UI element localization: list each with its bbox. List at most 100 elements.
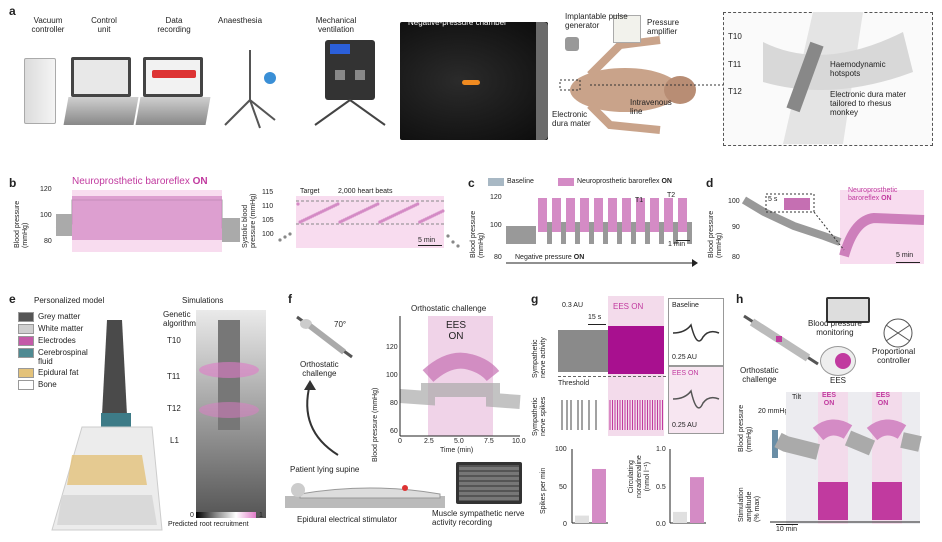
e-legend-item: Grey matter xyxy=(18,312,88,322)
spine-illustration xyxy=(763,12,913,144)
f-ylabel: Blood pressure (mmHg) xyxy=(372,387,379,462)
e-model-title: Personalized model xyxy=(34,296,105,305)
h-xscale-label: 10 min xyxy=(776,526,798,533)
h-controller-diagram xyxy=(883,318,913,348)
g-threshold-line xyxy=(558,376,666,377)
c-nb-label: Neuroprosthetic baroreflex ON xyxy=(577,178,672,185)
c-off-segment xyxy=(561,222,566,244)
edm-label: Electronic dura mater tailored to rhesus… xyxy=(830,90,907,117)
e-legend-label: Grey matter xyxy=(38,312,81,321)
control-label: Control unit xyxy=(91,16,117,34)
g-au-label: 0.3 AU xyxy=(562,302,584,309)
h-ylabel2: Stimulation amplitude (% max) xyxy=(738,487,761,522)
g-ylabel2: Sympathetic nerve spikes xyxy=(532,396,547,436)
c-on-segment xyxy=(622,198,631,232)
e-legend-item: Bone xyxy=(18,380,88,390)
b-ylabel2: Systolic blood pressure (mmHg) xyxy=(242,193,257,248)
d-ytick-90: 90 xyxy=(732,224,740,231)
panel-e-letter: e xyxy=(9,292,16,306)
b-ytick2-110: 110 xyxy=(262,203,274,210)
c-t1-label: T1 xyxy=(635,197,644,204)
e-level-t12: T12 xyxy=(167,404,181,413)
d-ytick-100: 100 xyxy=(728,198,740,205)
g-s-label: 15 s xyxy=(588,314,602,321)
zoom-connector xyxy=(590,84,724,86)
g-au2-label: 0.25 AU xyxy=(672,354,697,361)
e-legend-item: Electrodes xyxy=(18,336,88,346)
f-bp-trace xyxy=(399,316,521,437)
panel-b-letter: b xyxy=(9,176,17,190)
e-cbar-label: Predicted root recruitment xyxy=(168,521,249,528)
bar xyxy=(673,511,687,523)
d-label: Neuroprosthetic baroreflex ON xyxy=(848,187,898,202)
d-ylabel: Blood pressure (mmHg) xyxy=(708,210,723,258)
h-xscale-bar xyxy=(776,524,798,525)
chamber-label: Negative-pressure chamber xyxy=(408,18,507,27)
e-legend: Grey matter White matter Electrodes Cerebro… xyxy=(18,312,88,392)
h-scale-label: 20 mmHg xyxy=(758,408,789,415)
f-supine-patient xyxy=(285,483,445,508)
g-baseline-activity xyxy=(558,330,608,372)
c-ylabel: Blood pressure (mmHg) xyxy=(470,210,485,258)
hotspots-label: Haemodynamic hotspots xyxy=(830,60,886,78)
b-title: Neuroprosthetic baroreflex ON xyxy=(72,176,208,187)
b-scatter-point xyxy=(416,202,420,206)
b-ylabel: Blood pressure (mmHg) xyxy=(14,200,29,248)
panel-d-letter: d xyxy=(706,176,714,190)
e-legend-swatch xyxy=(18,368,34,378)
c-off-segment xyxy=(673,222,678,244)
e-cbar-min: 0 xyxy=(190,512,194,519)
g-spikes-tick-100: 100 xyxy=(555,446,567,453)
b-bp-trace xyxy=(55,196,241,242)
g-spike-raster xyxy=(561,400,663,430)
c-on-segment xyxy=(552,198,561,232)
f-ees-label: EES ON xyxy=(446,320,467,342)
panel-c-letter: c xyxy=(468,176,475,190)
c-neg-arrow xyxy=(506,259,698,267)
g-spikes-tick-50: 50 xyxy=(559,484,567,491)
panel-g-letter: g xyxy=(531,292,539,306)
h-ees-device xyxy=(820,346,856,376)
c-on-segment xyxy=(608,198,617,232)
g-eeson-title: EES ON xyxy=(672,370,699,377)
b-beats-label: 2,000 heart beats xyxy=(338,188,393,195)
e-legend-label: Bone xyxy=(38,380,57,389)
f-xtick-7.5: 7.5 xyxy=(484,438,494,445)
b-ytick-100: 100 xyxy=(40,212,52,219)
e-legend-label: Cerebrospinal fluid xyxy=(38,348,88,366)
e-legend-swatch xyxy=(18,324,34,334)
f-xlabel: Time (min) xyxy=(440,447,474,454)
c-baseline-label: Baseline xyxy=(507,178,534,185)
f-xtick-5: 5.0 xyxy=(454,438,464,445)
anaesthesia-stand xyxy=(224,50,276,129)
e-spine-model xyxy=(51,320,163,531)
e-cbar-max: 1 xyxy=(259,512,263,519)
b-ytick-80: 80 xyxy=(44,238,52,245)
f-ytick-60: 60 xyxy=(390,428,398,435)
c-off-segment xyxy=(687,222,692,244)
monkey-silhouette xyxy=(559,36,696,134)
c-scale-label: 1 min xyxy=(668,241,686,248)
f-title: Orthostatic challenge xyxy=(411,304,487,313)
e-colorbar xyxy=(196,512,256,518)
c-on-segment xyxy=(678,198,687,232)
d-scale-label: 5 min xyxy=(896,252,914,259)
c-on-segment xyxy=(566,198,575,232)
g-ees-activity xyxy=(608,326,664,374)
g-noradrenaline-chart xyxy=(669,449,706,524)
c-on-segment xyxy=(636,198,645,232)
f-supine-label: Patient lying supine xyxy=(290,465,360,474)
e-legend-item: White matter xyxy=(18,324,88,334)
b-systolic-scatter xyxy=(278,200,460,248)
data-laptop xyxy=(143,57,203,97)
data-laptop-keyboard xyxy=(135,97,211,125)
g-ees-label: EES ON xyxy=(613,302,644,311)
h-ees-label: EES xyxy=(830,376,847,385)
negative-pressure-chamber xyxy=(400,22,548,140)
g-threshold-label: Threshold xyxy=(558,380,590,387)
c-scale-bar xyxy=(676,240,690,241)
b-ytick2-115: 115 xyxy=(262,189,274,196)
panel-a-letter: a xyxy=(9,4,16,18)
g-ylabel1: Sympathetic nerve activity xyxy=(532,337,547,378)
b-scatter-point xyxy=(336,202,340,206)
